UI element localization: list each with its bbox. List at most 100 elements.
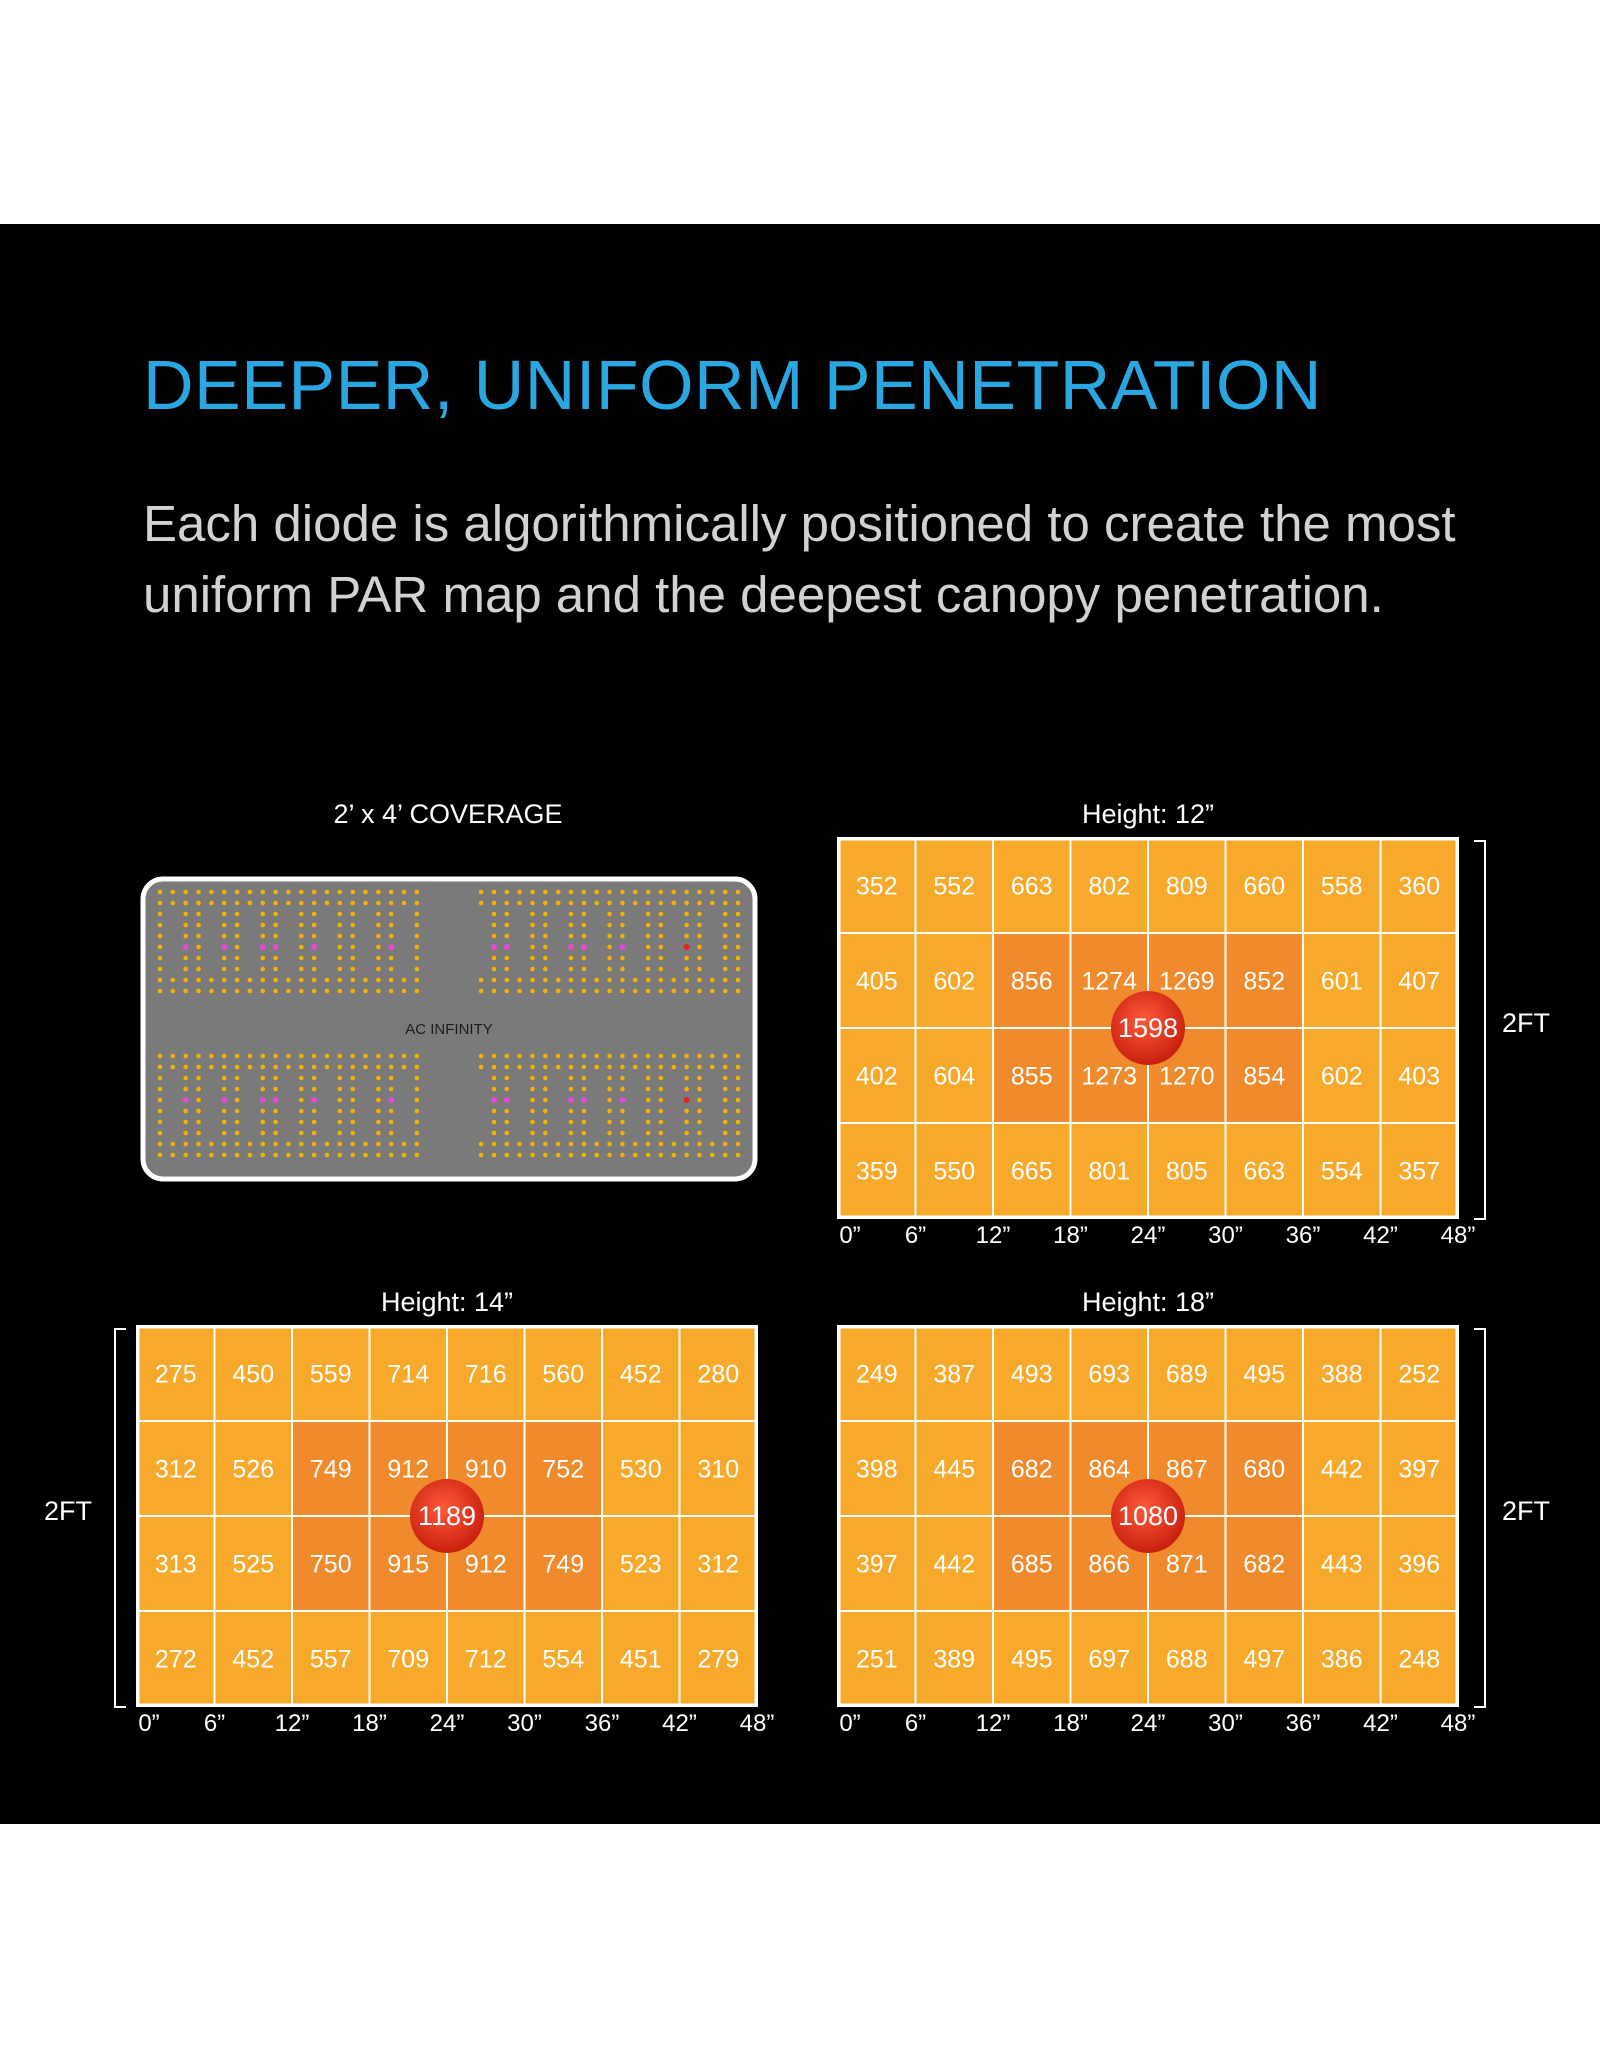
heatmap-value: 552 (933, 873, 975, 901)
led-diode (311, 933, 317, 939)
led-diode (658, 1119, 664, 1125)
x-tick-label: 18” (1053, 1710, 1088, 1737)
led-diode (645, 1119, 651, 1125)
x-tick-label: 12” (975, 1710, 1011, 1737)
led-diode (260, 1086, 266, 1092)
led-diode (504, 933, 510, 939)
led-diode (299, 1097, 304, 1103)
heatmap-value: 854 (1243, 1063, 1285, 1091)
y-label-14in: 2FT (44, 1496, 93, 1526)
led-diode (581, 900, 587, 906)
led-diode (388, 922, 394, 928)
led-diode (272, 944, 279, 950)
led-diode (170, 900, 176, 906)
led-diode (388, 1130, 394, 1136)
led-diode (530, 944, 535, 950)
led-diode (735, 1053, 741, 1059)
heatmap-cell (992, 932, 1072, 1029)
led-diode (337, 933, 343, 939)
led-diode (684, 988, 689, 994)
heatmap-cell (837, 1122, 917, 1219)
led-diode (182, 1097, 189, 1103)
led-diode (209, 988, 214, 994)
led-diode (722, 900, 728, 906)
led-diode (504, 988, 510, 994)
led-diode (620, 1086, 625, 1092)
heatmap-value: 352 (856, 873, 898, 901)
led-diode (324, 1152, 330, 1158)
led-diode (619, 1097, 626, 1103)
led-diode (581, 955, 587, 961)
led-diode (337, 966, 343, 972)
led-diode (209, 1141, 214, 1147)
led-diode (234, 955, 240, 961)
led-diode (337, 1086, 343, 1092)
led-diode (350, 955, 355, 961)
led-diode (273, 1119, 278, 1125)
led-diode (260, 933, 266, 939)
led-diode (350, 1064, 355, 1070)
led-diode (324, 1053, 330, 1059)
led-diode (735, 988, 741, 994)
led-diode (260, 966, 266, 972)
led-diode (620, 1141, 625, 1147)
led-diode (337, 1097, 343, 1103)
led-diode (299, 933, 304, 939)
led-diode (645, 1141, 651, 1147)
led-diode (620, 955, 625, 961)
led-diode (568, 1053, 574, 1059)
led-diode (286, 1141, 291, 1147)
led-diode (722, 944, 728, 950)
led-diode (247, 1053, 253, 1059)
led-diode (594, 900, 599, 906)
led-diode (607, 966, 612, 972)
led-diode (722, 1086, 728, 1092)
led-diode (260, 988, 266, 994)
x-tick-label: 24” (429, 1710, 465, 1737)
led-diode (620, 1152, 625, 1158)
led-diode (478, 988, 484, 994)
led-diode (697, 1075, 702, 1081)
heatmap-value: 680 (1243, 1456, 1285, 1484)
led-diode (324, 988, 330, 994)
led-diode (697, 977, 702, 983)
led-diode (607, 1053, 612, 1059)
heatmap-value: 396 (1398, 1551, 1440, 1579)
heatmap-cell (678, 1325, 758, 1422)
x-tick-label: 48” (739, 1710, 775, 1737)
led-diode (543, 977, 548, 983)
heatmap-value: 602 (1321, 1063, 1363, 1091)
led-diode (221, 988, 227, 994)
led-diode (311, 1130, 317, 1136)
led-diode (337, 1053, 343, 1059)
led-diode (504, 900, 510, 906)
x-axis-ticks-12in: 0” 6” 12” 18” 24” 30” 36” 42” 48” (838, 1222, 1475, 1252)
led-diode (183, 922, 188, 928)
led-diode (260, 1053, 266, 1059)
led-diode (363, 889, 368, 895)
led-diode (157, 988, 163, 994)
led-diode (311, 1075, 317, 1081)
led-diode (594, 1053, 599, 1059)
heatmap-cell (1147, 1420, 1227, 1517)
led-diode (286, 889, 291, 895)
led-diode (491, 1130, 497, 1136)
led-diode (363, 900, 368, 906)
x-tick-label: 0” (138, 1710, 160, 1737)
led-diode (311, 911, 317, 917)
heatmap-cell (1302, 837, 1382, 934)
par-map-18in: 249 387 493 693 689 495 388 252 398 445 682 864 867 6… (837, 1325, 1459, 1707)
led-diode (247, 889, 253, 895)
led-diode (620, 977, 625, 983)
led-diode (658, 1152, 664, 1158)
led-diode (543, 900, 548, 906)
led-diode (273, 922, 278, 928)
led-diode (543, 1053, 548, 1059)
led-diode (414, 988, 420, 994)
led-diode (299, 1141, 304, 1147)
led-diode (234, 1130, 240, 1136)
led-diode (157, 966, 163, 972)
heatmap-cell (213, 1420, 293, 1517)
led-diode (530, 1086, 535, 1092)
led-diode (491, 1086, 497, 1092)
